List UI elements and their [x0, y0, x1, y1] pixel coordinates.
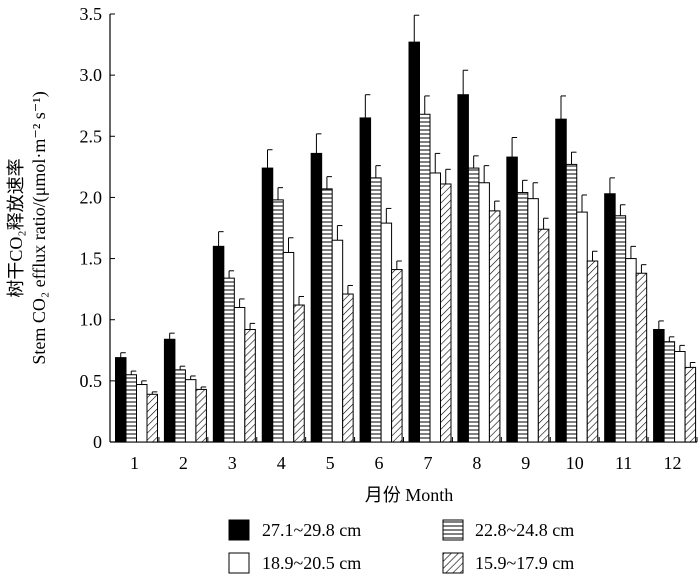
- x-tick-label: 12: [664, 453, 682, 473]
- bar: [555, 118, 567, 443]
- plot-area: 00.51.01.52.02.53.03.51 2 3 4 5 6 7 8 9 10 11 12: [80, 4, 698, 473]
- bar: [272, 199, 284, 443]
- bar: [576, 211, 588, 443]
- bar: [233, 306, 246, 443]
- y-tick-label: 2.5: [80, 126, 103, 146]
- bar: [310, 152, 323, 443]
- bar: [408, 41, 420, 443]
- bar: [537, 228, 550, 443]
- legend-swatch: [228, 519, 250, 541]
- legend-swatch: [442, 519, 464, 541]
- x-tick-label: 7: [423, 453, 432, 473]
- bar: [440, 183, 452, 443]
- y-tick-label: 3.0: [80, 65, 103, 85]
- bar: [488, 210, 501, 443]
- bar: [478, 182, 490, 443]
- bar: [663, 341, 676, 443]
- y-tick-label: 0: [93, 432, 102, 452]
- bar: [261, 167, 274, 443]
- x-tick-label: 6: [375, 453, 384, 473]
- bar: [457, 94, 469, 443]
- bar: [527, 198, 539, 443]
- bar: [223, 277, 235, 443]
- x-tick-label: 11: [615, 453, 632, 473]
- bar: [586, 260, 599, 443]
- legend: 27.1~29.8 cm 22.8~24.8 cm 18.9~20.5 cm 15.9…: [228, 519, 574, 574]
- bar: [614, 215, 627, 443]
- bar: [244, 328, 256, 443]
- legend-swatch: [442, 552, 464, 574]
- bar: [195, 388, 207, 443]
- bar: [163, 338, 176, 443]
- x-tick-label: 8: [472, 453, 481, 473]
- bar: [212, 245, 225, 443]
- bar: [429, 172, 441, 443]
- legend-swatch: [228, 552, 250, 574]
- y-axis-title-line2: Stem CO₂ efflux ratio/(μmol·m⁻² s⁻¹): [29, 91, 50, 364]
- x-tick-label: 2: [179, 453, 188, 473]
- x-tick-label: 9: [521, 453, 530, 473]
- y-tick-label: 0.5: [80, 371, 103, 391]
- x-tick-label: 3: [228, 453, 237, 473]
- bar: [174, 369, 186, 443]
- bar: [674, 351, 686, 443]
- bar: [467, 167, 480, 443]
- bar: [391, 269, 403, 443]
- x-axis-title: 月份 Month: [365, 485, 454, 505]
- bar: [321, 188, 333, 443]
- legend-label: 18.9~20.5 cm: [262, 553, 361, 573]
- bar: [342, 293, 354, 443]
- bar: [331, 239, 344, 443]
- y-tick-label: 2.0: [80, 187, 103, 207]
- bar: [282, 251, 295, 443]
- bar: [684, 366, 697, 443]
- bar: [625, 258, 637, 443]
- bar: [184, 379, 197, 443]
- bar: [370, 177, 382, 443]
- legend-label: 15.9~17.9 cm: [475, 553, 574, 573]
- y-tick-label: 1.5: [80, 249, 103, 269]
- x-tick-label: 1: [130, 453, 139, 473]
- y-tick-label: 1.0: [80, 310, 103, 330]
- bar: [136, 384, 148, 443]
- bar: [115, 357, 127, 443]
- y-axis-title-group: 树干CO₂释放速率 Stem CO₂ efflux ratio/(μmol·m⁻…: [6, 91, 50, 364]
- bar: [635, 272, 648, 443]
- bar: [380, 222, 393, 443]
- y-tick-label: 3.5: [80, 4, 103, 24]
- legend-label: 22.8~24.8 cm: [475, 520, 574, 540]
- y-axis-title-line1: 树干CO₂释放速率: [6, 158, 26, 297]
- bar: [359, 117, 372, 443]
- bar: [506, 156, 518, 443]
- legend-label: 27.1~29.8 cm: [262, 520, 361, 540]
- bar: [146, 393, 158, 443]
- x-tick-label: 5: [326, 453, 335, 473]
- x-tick-label: 10: [566, 453, 584, 473]
- bar: [653, 328, 665, 443]
- bar: [604, 193, 616, 443]
- x-tick-label: 4: [277, 453, 286, 473]
- bar: [516, 192, 529, 443]
- bar: [419, 113, 431, 443]
- bar: [125, 374, 137, 443]
- bar: [565, 163, 578, 443]
- bar: [293, 304, 305, 443]
